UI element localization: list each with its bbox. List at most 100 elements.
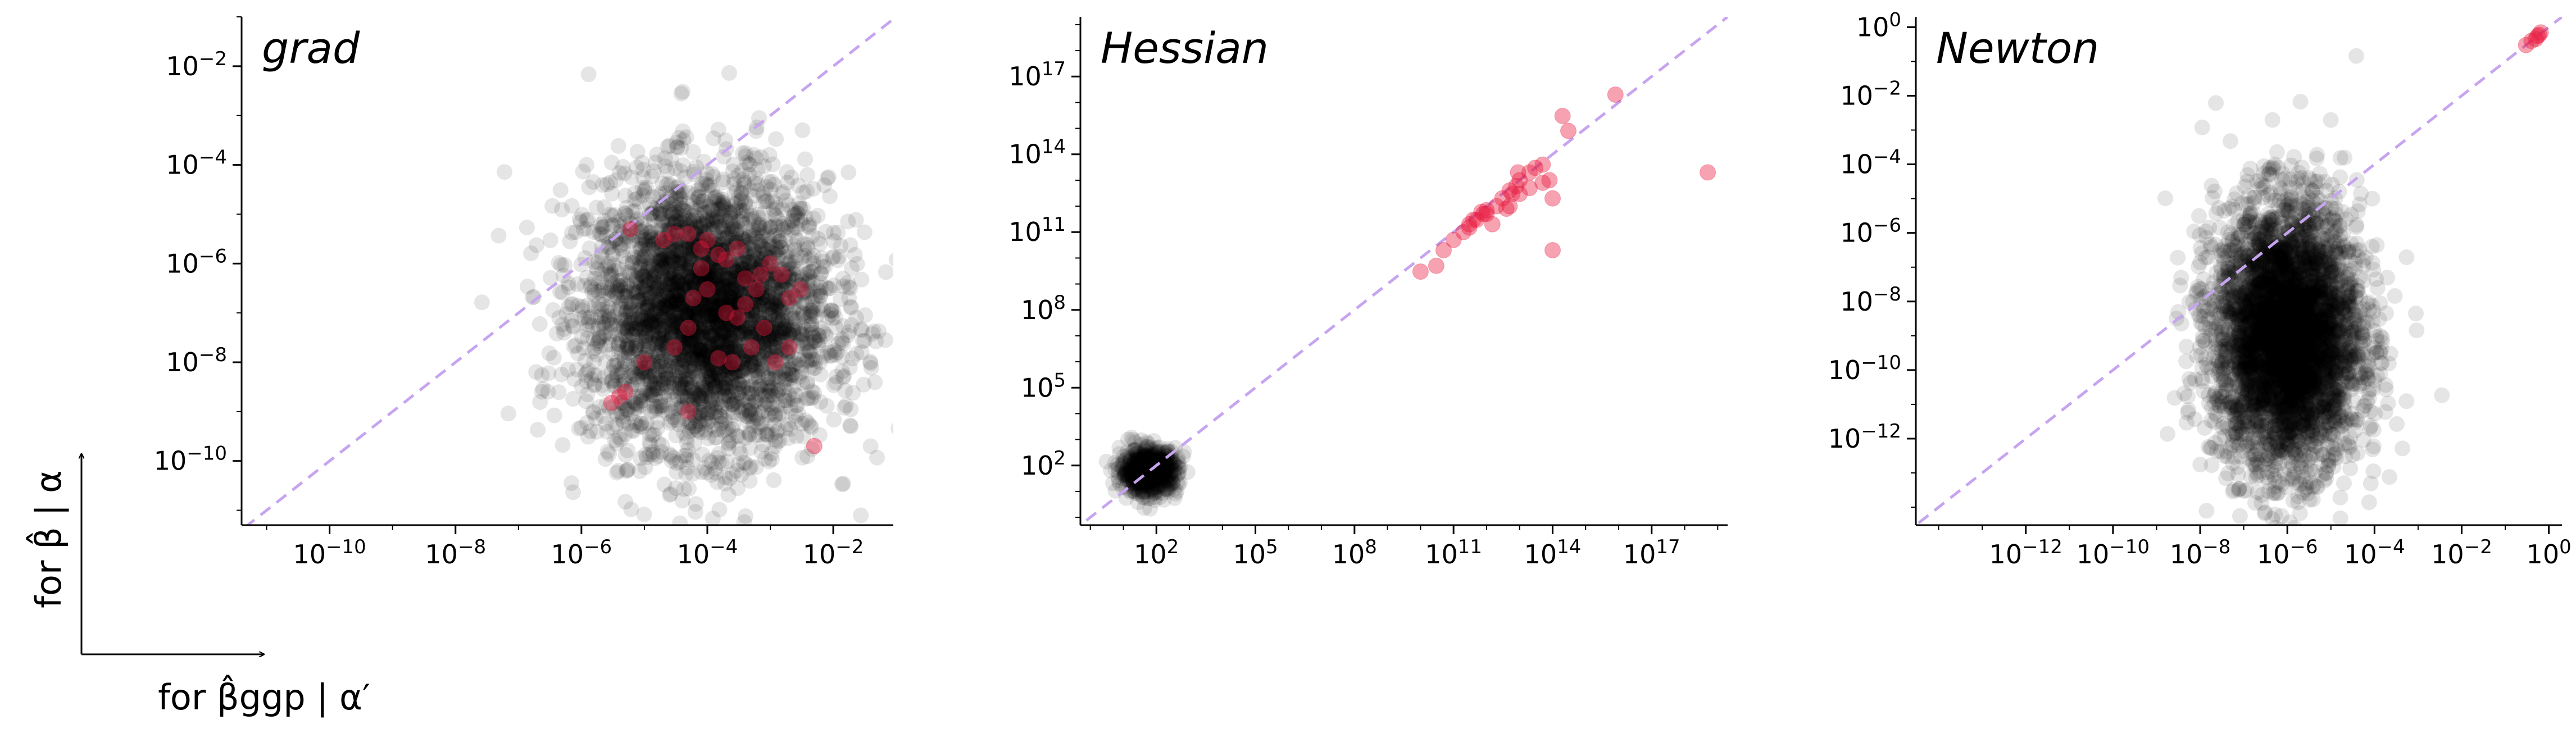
background-point [604,208,620,224]
background-point [705,315,720,331]
background-point [684,343,701,359]
background-point [701,370,717,386]
background-point [617,426,633,443]
background-point [639,250,655,267]
background-point [756,277,772,293]
background-point [711,218,728,234]
background-point [833,238,849,254]
background-point [756,403,772,419]
background-point [663,257,679,274]
background-point [674,322,689,339]
background-point [670,318,687,334]
background-point [713,254,729,270]
background-point [614,394,630,410]
background-point [726,274,743,289]
background-point [751,210,767,226]
background-point [540,365,557,381]
background-point [776,320,793,336]
background-point [768,343,784,359]
background-point [706,209,723,225]
background-point [722,253,738,268]
background-point [804,334,820,349]
background-point [644,168,660,185]
background-point [619,207,635,224]
background-point [792,201,808,216]
background-point [681,480,697,496]
background-point [747,293,763,309]
background-point [719,212,735,229]
background-point [726,303,742,320]
background-point [595,280,611,296]
background-point [746,259,762,275]
background-point [749,325,766,341]
background-point [755,376,771,393]
background-point [626,402,643,418]
background-point [684,243,700,259]
background-point [704,271,720,288]
background-point [835,476,851,491]
background-point [691,189,707,206]
background-point [698,380,714,397]
background-point [680,308,696,325]
background-point [749,290,766,306]
background-point [770,311,786,327]
background-point [753,281,770,297]
background-point [711,310,728,326]
background-point [643,386,659,402]
background-point [692,340,708,357]
background-point [735,354,751,371]
background-point [629,217,645,233]
background-point [688,496,704,512]
highlight-point [724,354,741,371]
background-point [724,291,740,307]
background-point [805,360,821,376]
background-point [629,417,645,434]
background-point [647,334,664,350]
background-point [647,368,663,384]
background-point [662,204,678,220]
background-point [746,287,762,303]
background-point [764,238,780,254]
background-point [660,262,676,278]
background-point [848,212,864,228]
background-point [629,340,645,357]
background-point [707,304,724,321]
background-point [770,294,786,311]
background-point [534,367,550,383]
background-point [674,358,690,374]
background-point [788,253,804,269]
background-point [685,452,701,468]
background-point [743,401,760,417]
background-point [564,312,580,329]
background-point [748,393,764,409]
background-point [640,241,656,257]
background-point [725,421,741,438]
background-point [694,447,711,463]
background-point [716,288,733,304]
background-point [653,254,669,270]
background-point [643,294,660,310]
background-point [647,284,664,300]
background-point [799,236,815,253]
background-point [699,223,716,239]
background-point [707,308,724,324]
background-point [632,390,648,406]
background-point [597,369,613,385]
background-point [761,329,777,345]
background-point [661,138,678,154]
background-point [698,406,715,422]
background-point [679,234,694,250]
background-point [552,182,569,198]
background-point [708,289,724,306]
background-point [712,267,728,284]
background-point [693,376,709,392]
background-point [678,256,694,272]
background-point [670,271,687,288]
background-point [713,408,729,425]
background-point [646,376,662,391]
background-point [704,388,720,404]
background-point [789,248,805,264]
background-point [714,291,730,307]
background-point [956,366,972,382]
background-point [626,395,643,412]
